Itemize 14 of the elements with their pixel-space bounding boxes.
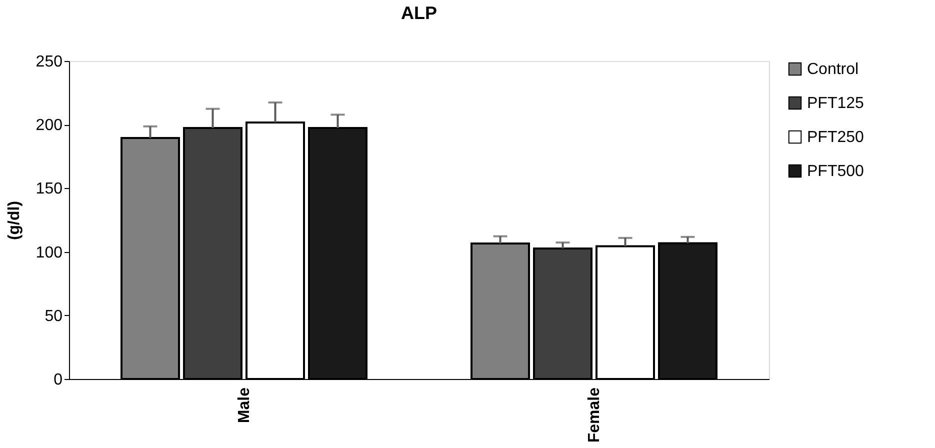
legend-label: PFT125 [807, 95, 864, 112]
y-tick-label: 50 [44, 308, 63, 325]
x-tick-label: Female [586, 387, 603, 443]
x-tick-label: Male [236, 387, 253, 424]
y-tick-label: 250 [36, 54, 63, 70]
y-tick-label: 150 [36, 180, 63, 198]
legend-label: Control [807, 61, 859, 78]
y-tick-label: 100 [36, 244, 63, 262]
y-tick-label: 200 [36, 117, 63, 134]
legend-label: PFT500 [807, 163, 864, 180]
chart-title: ALP [401, 3, 437, 23]
y-tick-label: 0 [54, 372, 63, 388]
legend-label: PFT250 [807, 129, 864, 146]
y-axis-title: (g/dl) [6, 200, 23, 240]
